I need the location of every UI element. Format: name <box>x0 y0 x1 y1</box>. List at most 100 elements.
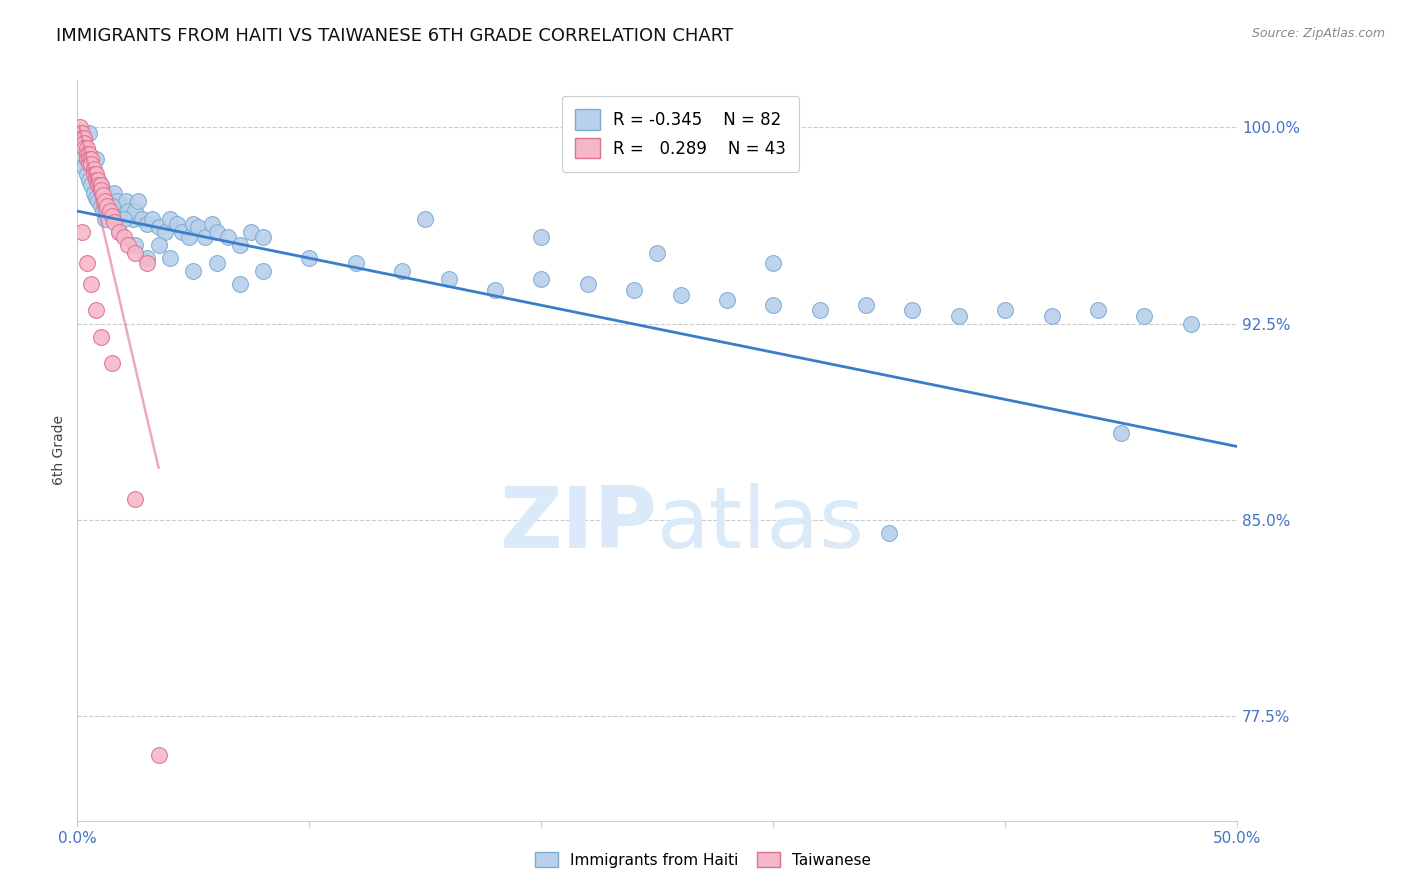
Point <box>344 256 367 270</box>
Point <box>183 264 205 278</box>
Point <box>170 225 193 239</box>
Point <box>73 136 96 150</box>
Point <box>437 272 460 286</box>
Point <box>901 303 924 318</box>
Point <box>108 225 131 239</box>
Point <box>112 230 135 244</box>
Point <box>148 748 170 763</box>
Point <box>762 256 785 270</box>
Point <box>131 211 153 226</box>
Point <box>159 211 181 226</box>
Point <box>84 152 107 166</box>
Point <box>240 225 263 239</box>
Point <box>1087 303 1109 318</box>
Point <box>83 168 105 182</box>
Point <box>148 219 170 234</box>
Point <box>76 141 98 155</box>
Point <box>101 199 124 213</box>
Point <box>76 152 98 166</box>
Legend: Immigrants from Haiti, Taiwanese: Immigrants from Haiti, Taiwanese <box>523 839 883 880</box>
Point <box>84 168 107 182</box>
Point <box>148 238 170 252</box>
Point <box>135 251 157 265</box>
Point <box>117 204 139 219</box>
Point <box>70 225 93 239</box>
Point <box>762 298 785 312</box>
Point <box>70 146 93 161</box>
Point <box>101 204 124 219</box>
Point <box>413 211 436 226</box>
Point <box>647 246 669 260</box>
Point <box>1040 309 1063 323</box>
Y-axis label: 6th Grade: 6th Grade <box>52 416 66 485</box>
Point <box>530 230 553 244</box>
Point <box>98 199 121 213</box>
Text: ZIP: ZIP <box>499 483 658 566</box>
Point <box>623 283 645 297</box>
Point <box>112 211 135 226</box>
Point <box>1133 309 1156 323</box>
Point <box>994 303 1017 318</box>
Point <box>94 194 117 208</box>
Point <box>73 131 96 145</box>
Point <box>135 256 157 270</box>
Point <box>70 126 93 140</box>
Point <box>252 230 274 244</box>
Legend: R = -0.345    N = 82, R =   0.289    N = 43: R = -0.345 N = 82, R = 0.289 N = 43 <box>561 96 800 171</box>
Point <box>166 217 188 231</box>
Point <box>76 256 98 270</box>
Point <box>1111 426 1133 441</box>
Point <box>76 146 98 161</box>
Point <box>205 256 228 270</box>
Point <box>98 204 121 219</box>
Point <box>177 230 200 244</box>
Point <box>855 298 877 312</box>
Point <box>1180 317 1202 331</box>
Point <box>194 230 217 244</box>
Point <box>117 238 139 252</box>
Point <box>94 186 117 200</box>
Point <box>217 230 239 244</box>
Point <box>124 246 146 260</box>
Point <box>187 219 209 234</box>
Point <box>201 217 224 231</box>
Point <box>183 217 205 231</box>
Point <box>105 194 128 208</box>
Point <box>73 141 96 155</box>
Point <box>84 303 107 318</box>
Point <box>108 204 131 219</box>
Point <box>84 191 107 205</box>
Point <box>391 264 413 278</box>
Point <box>808 303 831 318</box>
Point <box>124 204 146 219</box>
Point <box>103 186 125 200</box>
Point <box>948 309 970 323</box>
Text: atlas: atlas <box>658 483 865 566</box>
Point <box>77 146 100 161</box>
Point <box>91 204 114 219</box>
Point <box>83 186 105 200</box>
Point <box>298 251 321 265</box>
Point <box>80 178 103 192</box>
Point <box>101 210 124 224</box>
Point <box>530 272 553 286</box>
Point <box>205 225 228 239</box>
Point <box>70 136 93 150</box>
Point <box>76 168 98 182</box>
Point <box>112 199 135 213</box>
Point <box>124 491 146 506</box>
Point <box>101 356 124 370</box>
Point <box>115 194 138 208</box>
Point <box>669 287 692 301</box>
Point <box>90 178 111 192</box>
Point <box>155 225 177 239</box>
Point <box>103 214 125 228</box>
Point <box>87 194 110 208</box>
Point <box>80 277 103 292</box>
Point <box>70 131 93 145</box>
Text: Source: ZipAtlas.com: Source: ZipAtlas.com <box>1251 27 1385 40</box>
Point <box>135 217 157 231</box>
Point <box>69 126 91 140</box>
Point <box>73 160 96 174</box>
Point <box>80 157 103 171</box>
